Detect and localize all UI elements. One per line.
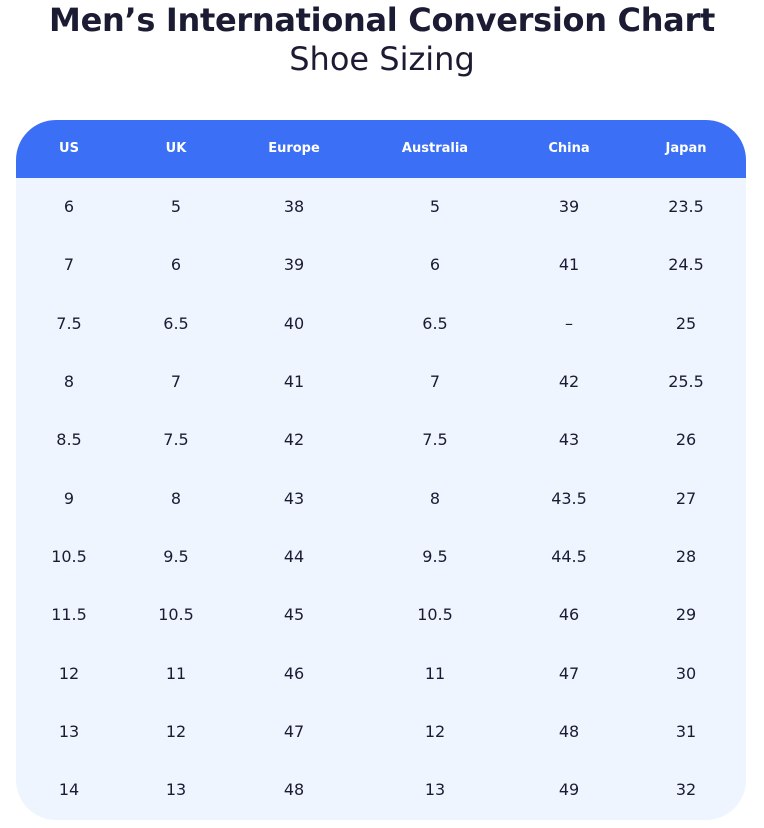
cell-australia: 12 (424, 722, 446, 741)
cell-china: 49 (558, 780, 580, 799)
cell-europe: 43 (283, 489, 305, 508)
table-row: 13 12 47 12 48 31 (16, 703, 746, 761)
cell-australia: 7.5 (422, 430, 448, 449)
cell-us: 7.5 (56, 314, 82, 333)
cell-europe: 45 (283, 605, 305, 624)
cell-uk: 9.5 (163, 547, 189, 566)
table-row: 8 7 41 7 42 25.5 (16, 353, 746, 411)
cell-japan: 30 (675, 664, 697, 683)
cell-china: 39 (558, 197, 580, 216)
table-row: 14 13 48 13 49 32 (16, 761, 746, 819)
table-row: 10.5 9.5 44 9.5 44.5 28 (16, 528, 746, 586)
cell-us: 11.5 (51, 605, 87, 624)
page-subtitle: Shoe Sizing (289, 40, 475, 78)
table-row: 7 6 39 6 41 24.5 (16, 236, 746, 294)
cell-japan: 24.5 (668, 255, 704, 274)
cell-china: 43 (558, 430, 580, 449)
cell-china: 47 (558, 664, 580, 683)
cell-us: 7 (63, 255, 75, 274)
cell-australia: 13 (424, 780, 446, 799)
cell-uk: 12 (165, 722, 187, 741)
cell-europe: 40 (283, 314, 305, 333)
cell-us: 6 (63, 197, 75, 216)
cell-us: 13 (58, 722, 80, 741)
cell-europe: 47 (283, 722, 305, 741)
cell-uk: 10.5 (158, 605, 194, 624)
table-row: 9 8 43 8 43.5 27 (16, 470, 746, 528)
table-row: 12 11 46 11 47 30 (16, 645, 746, 703)
cell-uk: 8 (170, 489, 182, 508)
cell-australia: 11 (424, 664, 446, 683)
cell-europe: 42 (283, 430, 305, 449)
cell-uk: 11 (165, 664, 187, 683)
cell-japan: 26 (675, 430, 697, 449)
cell-japan: 28 (675, 547, 697, 566)
cell-us: 10.5 (51, 547, 87, 566)
cell-japan: 25.5 (668, 372, 704, 391)
cell-us: 8.5 (56, 430, 82, 449)
cell-china: 41 (558, 255, 580, 274)
cell-uk: 6 (170, 255, 182, 274)
cell-australia: 10.5 (417, 605, 453, 624)
cell-china: 48 (558, 722, 580, 741)
column-header-china: China (548, 141, 590, 156)
table-row: 11.5 10.5 45 10.5 46 29 (16, 586, 746, 644)
cell-europe: 39 (283, 255, 305, 274)
cell-europe: 48 (283, 780, 305, 799)
cell-us: 9 (63, 489, 75, 508)
column-header-uk: UK (165, 141, 187, 156)
cell-china: 46 (558, 605, 580, 624)
cell-europe: 41 (283, 372, 305, 391)
cell-us: 12 (58, 664, 80, 683)
cell-europe: 38 (283, 197, 305, 216)
cell-uk: 5 (170, 197, 182, 216)
column-header-japan: Japan (665, 141, 707, 156)
table-row: 6 5 38 5 39 23.5 (16, 178, 746, 236)
cell-japan: 23.5 (668, 197, 704, 216)
cell-europe: 44 (283, 547, 305, 566)
page-title: Men’s International Conversion Chart (49, 1, 715, 39)
cell-china: – (565, 314, 573, 333)
cell-europe: 46 (283, 664, 305, 683)
column-header-australia: Australia (401, 141, 469, 156)
cell-china: 42 (558, 372, 580, 391)
cell-australia: 9.5 (422, 547, 448, 566)
column-header-us: US (59, 141, 79, 156)
cell-us: 14 (58, 780, 80, 799)
cell-china: 44.5 (551, 547, 587, 566)
cell-japan: 32 (675, 780, 697, 799)
cell-australia: 7 (429, 372, 441, 391)
size-conversion-table: US UK Europe Australia China Japan 6 5 3… (16, 120, 746, 820)
cell-us: 8 (63, 372, 75, 391)
cell-china: 43.5 (551, 489, 587, 508)
cell-uk: 7 (170, 372, 182, 391)
cell-australia: 6.5 (422, 314, 448, 333)
cell-uk: 7.5 (163, 430, 189, 449)
table-header: US UK Europe Australia China Japan (16, 120, 746, 178)
table-row: 7.5 6.5 40 6.5 – 25 (16, 295, 746, 353)
table-row: 8.5 7.5 42 7.5 43 26 (16, 411, 746, 469)
cell-uk: 6.5 (163, 314, 189, 333)
cell-japan: 31 (675, 722, 697, 741)
cell-japan: 27 (675, 489, 697, 508)
cell-japan: 29 (675, 605, 697, 624)
cell-australia: 5 (429, 197, 441, 216)
cell-uk: 13 (165, 780, 187, 799)
cell-japan: 25 (675, 314, 697, 333)
cell-australia: 6 (429, 255, 441, 274)
column-header-europe: Europe (268, 141, 320, 156)
cell-australia: 8 (429, 489, 441, 508)
